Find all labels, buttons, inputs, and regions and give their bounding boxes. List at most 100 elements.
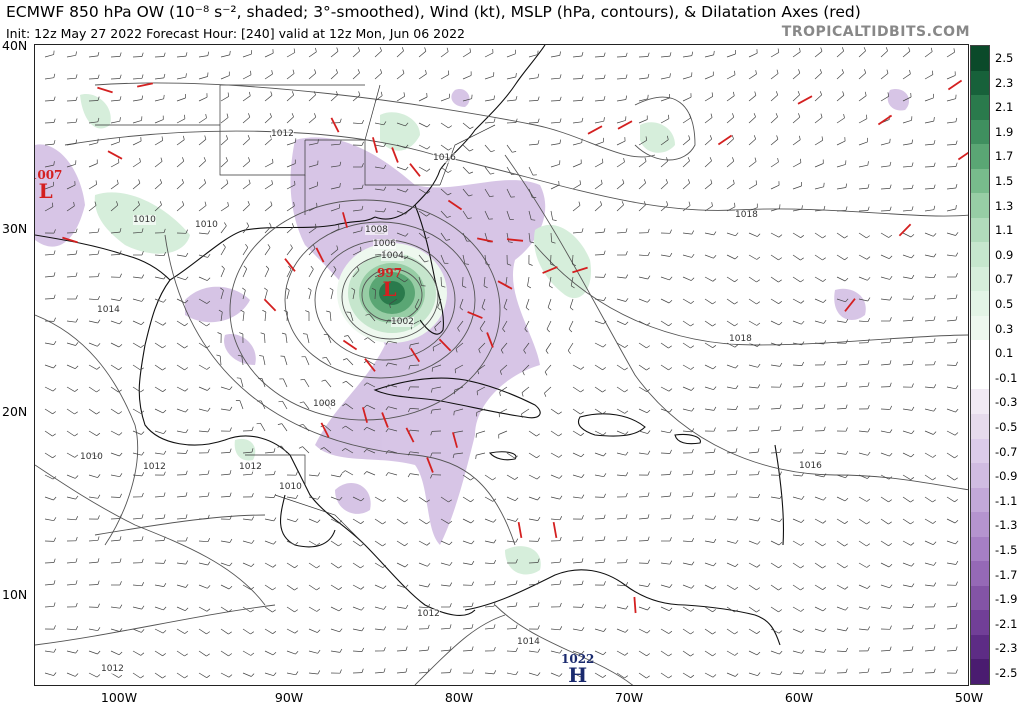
- wind-barb: [682, 606, 692, 612]
- wind-barb-flag: [489, 195, 494, 198]
- wind-barb-flag: [515, 647, 518, 652]
- wind-barb: [462, 98, 472, 102]
- wind-barb-flag: [888, 499, 893, 503]
- wind-barb-flag: [427, 624, 430, 629]
- wind-barb-flag: [185, 408, 189, 413]
- wind-barb-flag: [621, 201, 624, 206]
- wind-barb: [330, 518, 340, 524]
- map-panel: 1012 1016 1010 1010 1008 1006 1004 1002 …: [34, 44, 969, 686]
- wind-barb: [814, 628, 824, 633]
- wind-barb: [88, 650, 98, 655]
- wind-barb: [440, 122, 449, 129]
- wind-barb: [682, 562, 692, 566]
- wind-barb: [748, 429, 759, 432]
- wind-barb: [462, 562, 472, 565]
- wind-barb: [264, 226, 272, 234]
- wind-barb-flag: [184, 300, 189, 304]
- wind-barb: [462, 144, 470, 152]
- wind-barb: [484, 166, 491, 175]
- wind-barb: [946, 166, 957, 168]
- wind-barb-flag: [446, 47, 449, 52]
- wind-barb: [281, 445, 288, 454]
- wind-barb: [814, 650, 824, 653]
- wind-barb: [572, 561, 583, 564]
- wind-barb: [924, 562, 934, 566]
- wind-barb: [660, 76, 670, 80]
- wind-barb-flag: [669, 470, 672, 475]
- wind-barb: [836, 452, 846, 455]
- wind-barb: [616, 276, 626, 279]
- wind-barb-flag: [75, 318, 79, 323]
- wind-barb: [726, 254, 736, 260]
- wind-barb-flag: [426, 521, 431, 525]
- wind-barb-flag: [339, 183, 341, 188]
- wind-barb: [66, 143, 76, 146]
- wind-barb-flag: [437, 307, 441, 311]
- wind-barb-flag: [471, 624, 474, 629]
- wind-barb-flag: [385, 362, 389, 367]
- wind-barb-flag: [229, 50, 231, 55]
- wind-barb-flag: [96, 411, 100, 415]
- wind-barb: [366, 471, 376, 476]
- dilatation-axis: [797, 95, 813, 105]
- wind-barb-flag: [229, 492, 232, 497]
- wind-barb-flag: [229, 386, 233, 390]
- wind-barb-flag: [185, 252, 189, 257]
- dilatation-axis: [844, 298, 856, 312]
- wind-barb-flag: [625, 536, 628, 541]
- wind-barb: [286, 226, 294, 234]
- wind-barb-flag: [140, 675, 145, 679]
- wind-barb-flag: [294, 542, 299, 546]
- wind-barb: [572, 539, 583, 542]
- wind-barb-flag: [363, 449, 367, 453]
- wind-barb-flag: [778, 609, 783, 613]
- wind-barb-flag: [216, 354, 221, 357]
- wind-barb-flag: [220, 287, 224, 291]
- wind-barb-flag: [709, 157, 712, 162]
- wind-barb: [132, 77, 143, 80]
- wind-barb-flag: [339, 496, 343, 501]
- wind-barb-flag: [581, 558, 584, 563]
- wind-barb-flag: [405, 166, 409, 171]
- wind-barb: [154, 386, 163, 392]
- wind-barb-flag: [559, 139, 562, 144]
- wind-barb-flag: [310, 265, 314, 270]
- wind-barb: [528, 232, 531, 242]
- wind-barb: [44, 275, 55, 278]
- wind-barb-flag: [955, 184, 958, 189]
- wind-barb: [286, 141, 296, 146]
- wind-barb-flag: [493, 519, 497, 523]
- wind-barb-flag: [647, 228, 650, 233]
- wind-barb-flag: [405, 646, 408, 651]
- wind-barb: [44, 143, 55, 146]
- wind-barb-flag: [544, 371, 548, 376]
- wind-barb: [484, 52, 494, 58]
- wind-barb-flag: [544, 392, 547, 397]
- wind-barb: [924, 254, 934, 258]
- wind-barb: [814, 232, 823, 239]
- wind-barb: [836, 385, 847, 388]
- isobar-label: 1010: [133, 215, 156, 225]
- wind-barb-flag: [757, 384, 761, 389]
- wind-barb: [638, 430, 648, 434]
- wind-barb: [550, 583, 561, 586]
- wind-barb-flag: [118, 158, 120, 163]
- wind-barb: [220, 160, 228, 168]
- wind-barb: [176, 276, 186, 281]
- wind-barb-flag: [273, 448, 276, 453]
- colorbar-swatch: [971, 291, 989, 316]
- wind-barb: [154, 672, 163, 679]
- wind-barb: [550, 496, 560, 500]
- wind-barb: [550, 672, 560, 677]
- wind-barb: [748, 254, 757, 260]
- wind-barb: [154, 140, 163, 146]
- wind-barb: [792, 51, 801, 58]
- wind-barb: [484, 99, 494, 102]
- wind-barb: [924, 232, 934, 237]
- wind-barb-flag: [141, 514, 144, 519]
- wind-barb-flag: [710, 113, 713, 118]
- wind-barb-flag: [163, 430, 167, 434]
- wind-barb-flag: [53, 118, 56, 123]
- wind-barb: [814, 584, 823, 590]
- wind-barb: [44, 100, 55, 102]
